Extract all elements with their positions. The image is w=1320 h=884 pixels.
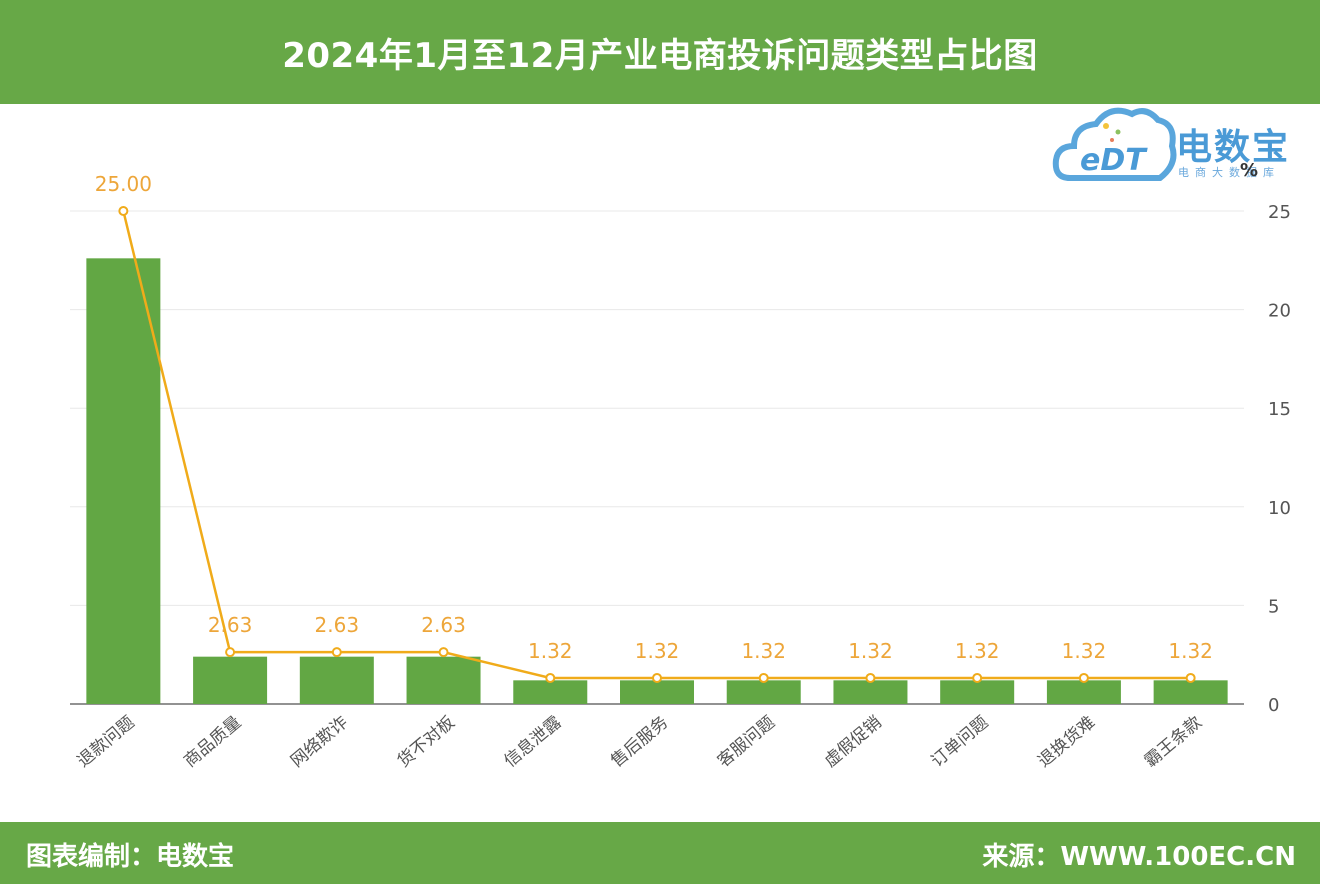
bar	[193, 656, 268, 704]
bar	[513, 680, 588, 704]
line-point	[225, 647, 236, 658]
complaint-type-chart: 0 5 10 15 20 25 25.00 2.63 2.63 2.63 1.32 1.32 1.32 1…	[70, 172, 1291, 772]
x-tick-label: 信息泄露	[501, 713, 566, 772]
data-label: 1.32	[1062, 639, 1107, 663]
x-tick-label: 货不对板	[394, 713, 459, 772]
bar	[1046, 680, 1121, 704]
bar	[833, 680, 908, 704]
line-point	[1185, 672, 1196, 683]
x-tick-label: 虚假促销	[821, 713, 886, 772]
data-label: 2.63	[421, 613, 466, 637]
logo-text: eDT	[1080, 143, 1148, 178]
unit-label: %	[1240, 160, 1259, 181]
x-tick-label: 退换货难	[1034, 713, 1099, 772]
data-label: 25.00	[95, 172, 152, 196]
x-tick-label: 订单问题	[927, 713, 992, 772]
bar	[620, 680, 694, 704]
y-tick-label: 15	[1268, 399, 1291, 420]
data-label: 1.32	[741, 639, 786, 663]
brand-tagline: 电商大数据库	[1178, 166, 1280, 179]
bar	[86, 258, 161, 704]
y-tick-label: 25	[1268, 202, 1291, 223]
y-tick-label: 5	[1268, 596, 1279, 617]
chart-credit: 图表编制：电数宝	[26, 842, 235, 872]
line-point	[118, 206, 129, 216]
data-label: 2.63	[208, 613, 253, 637]
x-tick-label: 售后服务	[607, 713, 672, 772]
y-tick-label: 10	[1268, 498, 1291, 519]
x-tick-label: 客服问题	[714, 713, 779, 772]
data-label: 2.63	[315, 613, 360, 637]
line-point	[438, 647, 449, 658]
line-point	[1078, 672, 1089, 683]
line-point	[652, 672, 662, 683]
y-tick-label: 0	[1268, 695, 1279, 716]
bar	[299, 656, 374, 704]
footer-banner: 图表编制：电数宝 来源：WWW.100EC.CN	[0, 822, 1320, 884]
x-tick-label: 商品质量	[180, 713, 245, 772]
x-tick-label: 霸王条款	[1141, 713, 1206, 772]
bar	[940, 680, 1015, 704]
data-label: 1.32	[1168, 639, 1213, 663]
line-point	[865, 672, 876, 683]
title-banner: 2024年1月至12月产业电商投诉问题类型占比图	[0, 0, 1320, 104]
line-point	[545, 672, 556, 683]
brand-watermark: eDT 电数宝 电商大数据库 %	[1052, 102, 1312, 188]
cloud-logo-icon: eDT	[1052, 107, 1177, 181]
series-line	[122, 210, 1191, 680]
x-tick-label: 网络欺诈	[287, 713, 352, 772]
bar	[726, 680, 801, 704]
data-label: 1.32	[848, 639, 893, 663]
data-label: 1.32	[635, 639, 680, 663]
data-label: 1.32	[528, 639, 573, 663]
y-tick-label: 20	[1268, 301, 1291, 322]
line-point	[758, 672, 769, 683]
chart-title: 2024年1月至12月产业电商投诉问题类型占比图	[282, 35, 1038, 76]
data-label: 1.32	[955, 639, 1000, 663]
x-tick-label: 退款问题	[74, 713, 139, 772]
line-point	[331, 647, 342, 658]
data-source: 来源：WWW.100EC.CN	[982, 842, 1296, 872]
line-point	[972, 672, 983, 683]
bar	[406, 656, 481, 704]
brand-name: 电数宝	[1176, 127, 1291, 168]
bar	[1153, 680, 1228, 704]
